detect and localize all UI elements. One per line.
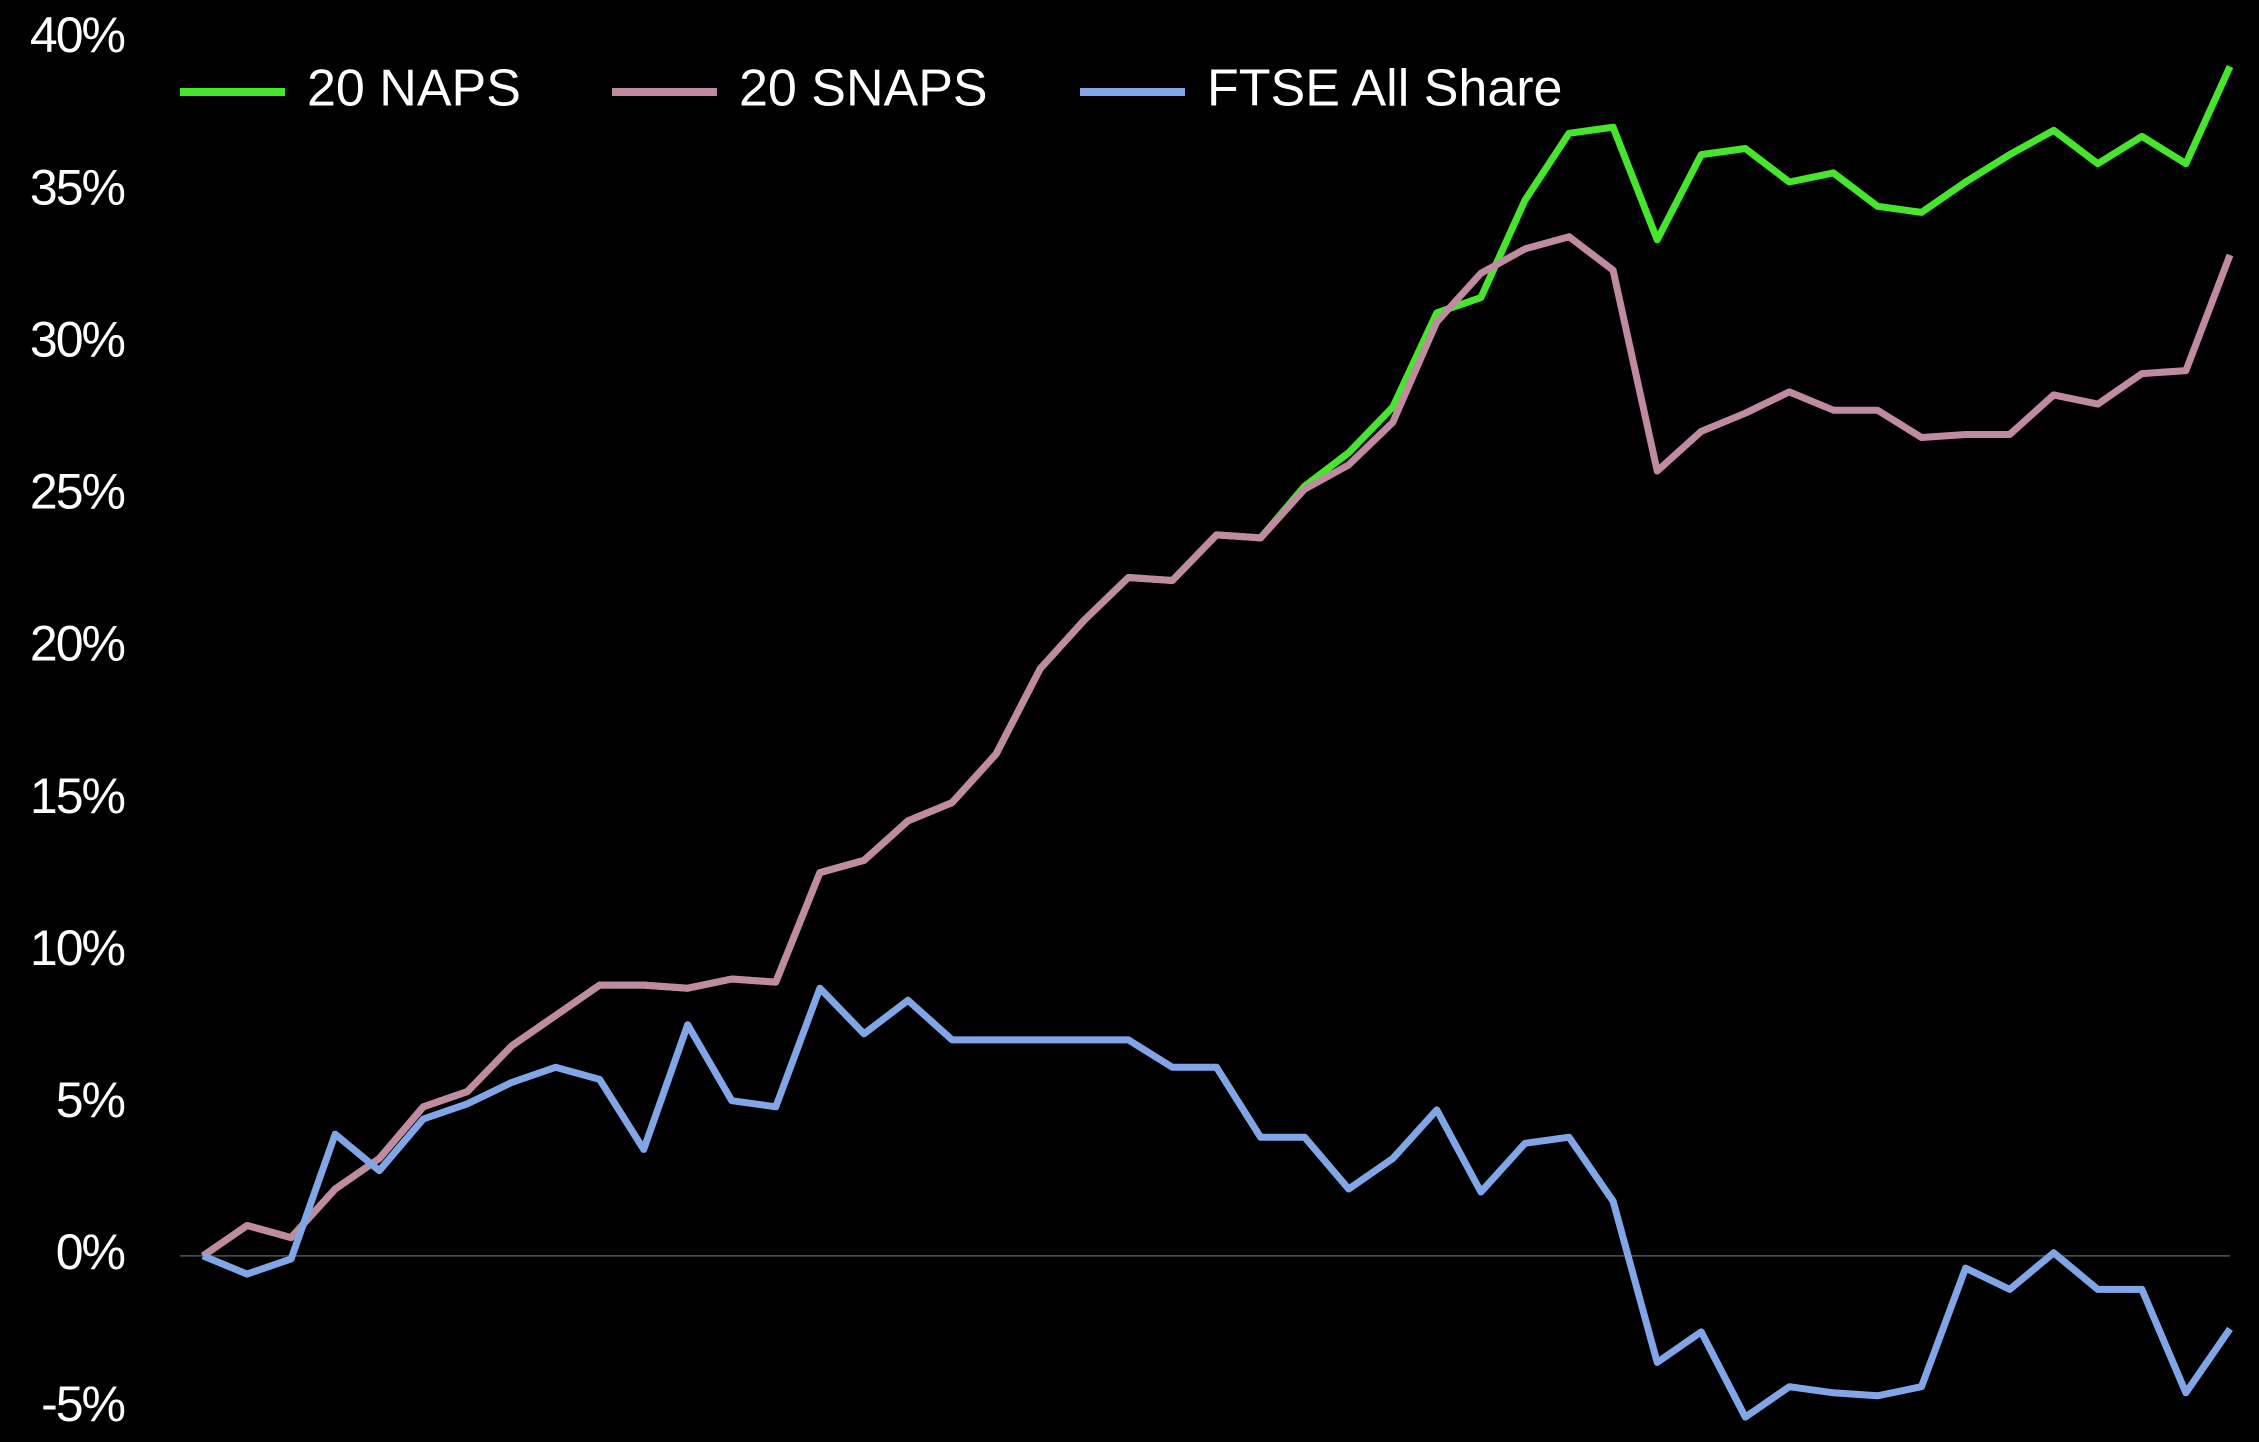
y-tick-label: 0% — [56, 1224, 125, 1280]
legend-label: FTSE All Share — [1207, 60, 1562, 118]
series-line — [201, 984, 2233, 1421]
y-tick-label: 40% — [30, 7, 125, 63]
series-line — [201, 64, 2234, 1259]
y-tick-label: 30% — [30, 311, 125, 367]
legend-label: 20 SNAPS — [739, 60, 988, 118]
y-tick-label: 20% — [30, 616, 125, 672]
series-line — [201, 233, 2234, 1259]
y-tick-label: 25% — [30, 464, 125, 520]
y-tick-label: -5% — [41, 1376, 124, 1432]
y-tick-label: 15% — [30, 768, 125, 824]
legend-label: 20 NAPS — [307, 60, 521, 118]
y-tick-label: 5% — [56, 1072, 125, 1128]
y-tick-label: 35% — [30, 159, 125, 215]
y-tick-label: 10% — [30, 920, 125, 976]
